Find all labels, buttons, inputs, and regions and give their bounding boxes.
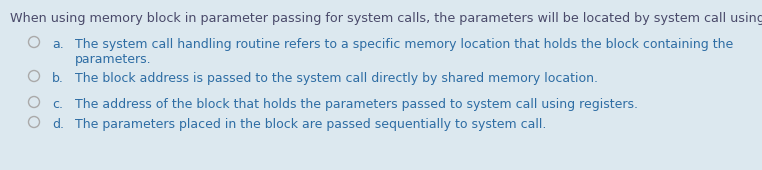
Text: b.: b. xyxy=(52,72,64,85)
Text: d.: d. xyxy=(52,118,64,131)
Text: a.: a. xyxy=(52,38,64,51)
Text: The system call handling routine refers to a specific memory location that holds: The system call handling routine refers … xyxy=(75,38,733,51)
Text: c.: c. xyxy=(52,98,63,111)
Text: The parameters placed in the block are passed sequentially to system call.: The parameters placed in the block are p… xyxy=(75,118,546,131)
Text: The block address is passed to the system call directly by shared memory locatio: The block address is passed to the syste… xyxy=(75,72,598,85)
Text: The address of the block that holds the parameters passed to system call using r: The address of the block that holds the … xyxy=(75,98,638,111)
Text: parameters.: parameters. xyxy=(75,53,152,66)
Text: When using memory block in parameter passing for system calls, the parameters wi: When using memory block in parameter pas… xyxy=(10,12,762,25)
